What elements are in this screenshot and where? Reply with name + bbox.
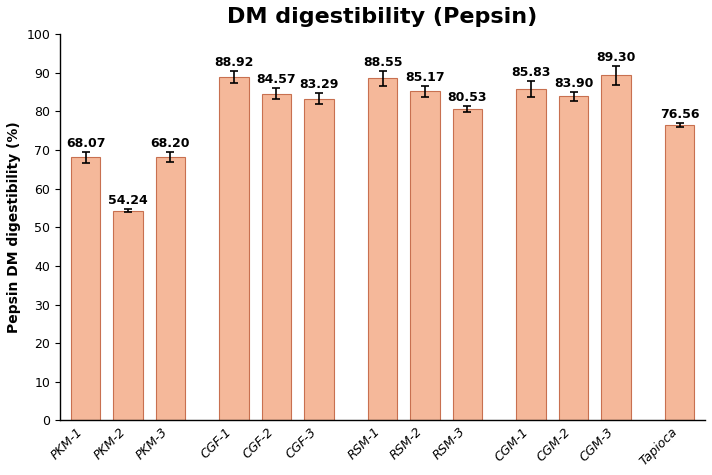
Text: 83.90: 83.90 — [554, 76, 593, 90]
Text: 84.57: 84.57 — [257, 73, 296, 86]
Bar — [261, 94, 291, 420]
Bar — [559, 96, 588, 420]
Text: 83.29: 83.29 — [299, 78, 339, 91]
Text: 76.56: 76.56 — [660, 108, 699, 121]
Text: 85.17: 85.17 — [405, 71, 445, 84]
Bar — [219, 77, 249, 420]
Bar — [516, 89, 546, 420]
Bar — [70, 157, 100, 420]
Bar — [367, 78, 397, 420]
Text: 88.92: 88.92 — [214, 56, 253, 69]
Text: 89.30: 89.30 — [596, 51, 636, 64]
Text: 85.83: 85.83 — [511, 66, 551, 79]
Bar — [665, 124, 694, 420]
Bar — [601, 76, 631, 420]
Text: 54.24: 54.24 — [108, 194, 148, 208]
Y-axis label: Pepsin DM digestibility (%): Pepsin DM digestibility (%) — [7, 121, 21, 333]
Bar — [410, 91, 440, 420]
Bar — [155, 157, 185, 420]
Bar — [113, 211, 143, 420]
Text: 68.07: 68.07 — [66, 137, 105, 150]
Bar — [304, 99, 334, 420]
Text: 80.53: 80.53 — [448, 91, 487, 104]
Title: DM digestibility (Pepsin): DM digestibility (Pepsin) — [227, 7, 538, 27]
Text: 88.55: 88.55 — [363, 56, 402, 68]
Bar — [453, 109, 482, 420]
Text: 68.20: 68.20 — [151, 137, 190, 151]
